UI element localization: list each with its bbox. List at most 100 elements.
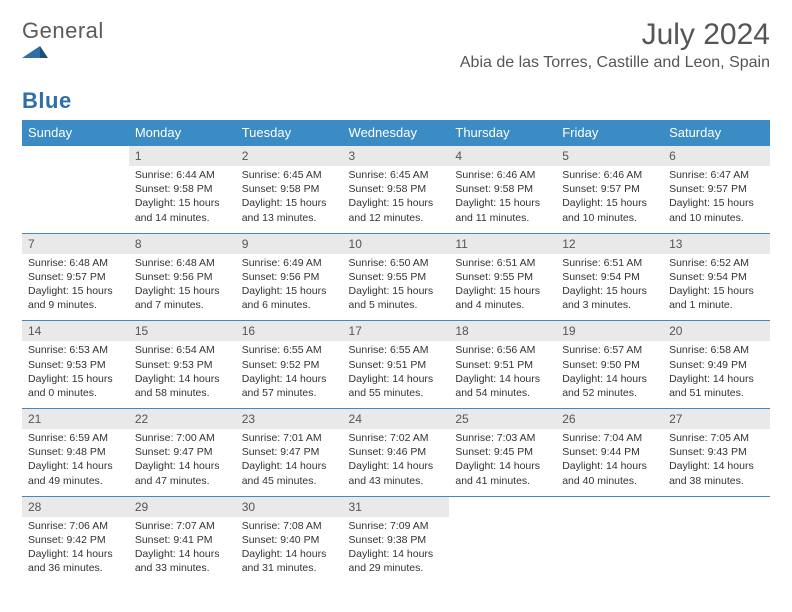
day-d2: and 40 minutes. — [562, 474, 657, 488]
day-sunset: Sunset: 9:56 PM — [135, 270, 230, 284]
day-sunset: Sunset: 9:46 PM — [349, 445, 444, 459]
day-d2: and 55 minutes. — [349, 386, 444, 400]
day-d1: Daylight: 14 hours — [135, 372, 230, 386]
day-number: 19 — [556, 321, 663, 341]
calendar-cell — [556, 496, 663, 583]
day-sunrise: Sunrise: 6:54 AM — [135, 343, 230, 357]
day-sunrise: Sunrise: 6:49 AM — [242, 256, 337, 270]
day-info: Sunrise: 6:45 AMSunset: 9:58 PMDaylight:… — [236, 166, 343, 233]
day-sunrise: Sunrise: 6:45 AM — [349, 168, 444, 182]
day-sunset: Sunset: 9:43 PM — [669, 445, 764, 459]
day-info: Sunrise: 6:50 AMSunset: 9:55 PMDaylight:… — [343, 254, 450, 321]
day-number: 2 — [236, 146, 343, 166]
day-d2: and 13 minutes. — [242, 211, 337, 225]
day-d2: and 14 minutes. — [135, 211, 230, 225]
day-sunset: Sunset: 9:40 PM — [242, 533, 337, 547]
day-d2: and 11 minutes. — [455, 211, 550, 225]
calendar-cell: 21Sunrise: 6:59 AMSunset: 9:48 PMDayligh… — [22, 409, 129, 497]
day-number: 4 — [449, 146, 556, 166]
day-d1: Daylight: 15 hours — [135, 196, 230, 210]
day-d1: Daylight: 15 hours — [349, 196, 444, 210]
day-sunrise: Sunrise: 6:50 AM — [349, 256, 444, 270]
day-sunset: Sunset: 9:53 PM — [135, 358, 230, 372]
day-sunrise: Sunrise: 7:04 AM — [562, 431, 657, 445]
calendar-row: 7Sunrise: 6:48 AMSunset: 9:57 PMDaylight… — [22, 233, 770, 321]
calendar-cell — [22, 146, 129, 234]
day-info: Sunrise: 6:58 AMSunset: 9:49 PMDaylight:… — [663, 341, 770, 408]
day-number: 17 — [343, 321, 450, 341]
calendar-table: Sunday Monday Tuesday Wednesday Thursday… — [22, 120, 770, 583]
day-sunset: Sunset: 9:54 PM — [669, 270, 764, 284]
day-info: Sunrise: 7:01 AMSunset: 9:47 PMDaylight:… — [236, 429, 343, 496]
day-sunset: Sunset: 9:48 PM — [28, 445, 123, 459]
calendar-cell: 22Sunrise: 7:00 AMSunset: 9:47 PMDayligh… — [129, 409, 236, 497]
calendar-row: 1Sunrise: 6:44 AMSunset: 9:58 PMDaylight… — [22, 146, 770, 234]
day-d2: and 47 minutes. — [135, 474, 230, 488]
day-sunrise: Sunrise: 7:03 AM — [455, 431, 550, 445]
day-info: Sunrise: 6:45 AMSunset: 9:58 PMDaylight:… — [343, 166, 450, 233]
calendar-cell: 23Sunrise: 7:01 AMSunset: 9:47 PMDayligh… — [236, 409, 343, 497]
day-number: 15 — [129, 321, 236, 341]
weekday-thu: Thursday — [449, 120, 556, 146]
day-sunrise: Sunrise: 6:51 AM — [455, 256, 550, 270]
day-sunrise: Sunrise: 6:45 AM — [242, 168, 337, 182]
day-sunrise: Sunrise: 7:06 AM — [28, 519, 123, 533]
day-d1: Daylight: 14 hours — [242, 459, 337, 473]
day-number: 30 — [236, 497, 343, 517]
calendar-cell: 25Sunrise: 7:03 AMSunset: 9:45 PMDayligh… — [449, 409, 556, 497]
day-info: Sunrise: 6:53 AMSunset: 9:53 PMDaylight:… — [22, 341, 129, 408]
day-sunrise: Sunrise: 7:08 AM — [242, 519, 337, 533]
day-d1: Daylight: 14 hours — [455, 372, 550, 386]
day-d2: and 0 minutes. — [28, 386, 123, 400]
day-d2: and 31 minutes. — [242, 561, 337, 575]
day-sunset: Sunset: 9:58 PM — [349, 182, 444, 196]
day-d1: Daylight: 14 hours — [669, 372, 764, 386]
calendar-row: 21Sunrise: 6:59 AMSunset: 9:48 PMDayligh… — [22, 409, 770, 497]
day-sunset: Sunset: 9:49 PM — [669, 358, 764, 372]
calendar-cell — [663, 496, 770, 583]
weekday-sun: Sunday — [22, 120, 129, 146]
day-d1: Daylight: 14 hours — [242, 372, 337, 386]
day-d2: and 9 minutes. — [28, 298, 123, 312]
calendar-cell: 24Sunrise: 7:02 AMSunset: 9:46 PMDayligh… — [343, 409, 450, 497]
day-number: 10 — [343, 234, 450, 254]
day-d1: Daylight: 15 hours — [669, 196, 764, 210]
day-d1: Daylight: 15 hours — [349, 284, 444, 298]
weekday-tue: Tuesday — [236, 120, 343, 146]
day-sunrise: Sunrise: 7:09 AM — [349, 519, 444, 533]
day-d2: and 36 minutes. — [28, 561, 123, 575]
day-sunset: Sunset: 9:44 PM — [562, 445, 657, 459]
day-d2: and 57 minutes. — [242, 386, 337, 400]
calendar-cell: 10Sunrise: 6:50 AMSunset: 9:55 PMDayligh… — [343, 233, 450, 321]
page-title: July 2024 — [460, 18, 770, 52]
calendar-cell: 14Sunrise: 6:53 AMSunset: 9:53 PMDayligh… — [22, 321, 129, 409]
day-number: 25 — [449, 409, 556, 429]
day-info: Sunrise: 7:00 AMSunset: 9:47 PMDaylight:… — [129, 429, 236, 496]
day-d2: and 43 minutes. — [349, 474, 444, 488]
day-d1: Daylight: 14 hours — [349, 459, 444, 473]
calendar-cell: 20Sunrise: 6:58 AMSunset: 9:49 PMDayligh… — [663, 321, 770, 409]
day-info: Sunrise: 6:48 AMSunset: 9:56 PMDaylight:… — [129, 254, 236, 321]
day-info: Sunrise: 6:57 AMSunset: 9:50 PMDaylight:… — [556, 341, 663, 408]
day-number: 20 — [663, 321, 770, 341]
calendar-cell: 13Sunrise: 6:52 AMSunset: 9:54 PMDayligh… — [663, 233, 770, 321]
day-info: Sunrise: 6:49 AMSunset: 9:56 PMDaylight:… — [236, 254, 343, 321]
day-number: 18 — [449, 321, 556, 341]
day-d2: and 1 minute. — [669, 298, 764, 312]
day-d2: and 29 minutes. — [349, 561, 444, 575]
day-d1: Daylight: 15 hours — [242, 284, 337, 298]
day-sunrise: Sunrise: 6:56 AM — [455, 343, 550, 357]
day-d2: and 41 minutes. — [455, 474, 550, 488]
day-info: Sunrise: 7:05 AMSunset: 9:43 PMDaylight:… — [663, 429, 770, 496]
day-info: Sunrise: 7:02 AMSunset: 9:46 PMDaylight:… — [343, 429, 450, 496]
day-number: 28 — [22, 497, 129, 517]
calendar-cell: 15 Sunrise: 6:54 AMSunset: 9:53 PMDayligh… — [129, 321, 236, 409]
day-d1: Daylight: 15 hours — [28, 372, 123, 386]
day-sunset: Sunset: 9:55 PM — [455, 270, 550, 284]
day-sunset: Sunset: 9:57 PM — [562, 182, 657, 196]
day-d2: and 4 minutes. — [455, 298, 550, 312]
day-d1: Daylight: 15 hours — [28, 284, 123, 298]
calendar-cell: 12Sunrise: 6:51 AMSunset: 9:54 PMDayligh… — [556, 233, 663, 321]
header: General Blue July 2024 Abia de las Torre… — [22, 18, 770, 114]
day-number: 11 — [449, 234, 556, 254]
